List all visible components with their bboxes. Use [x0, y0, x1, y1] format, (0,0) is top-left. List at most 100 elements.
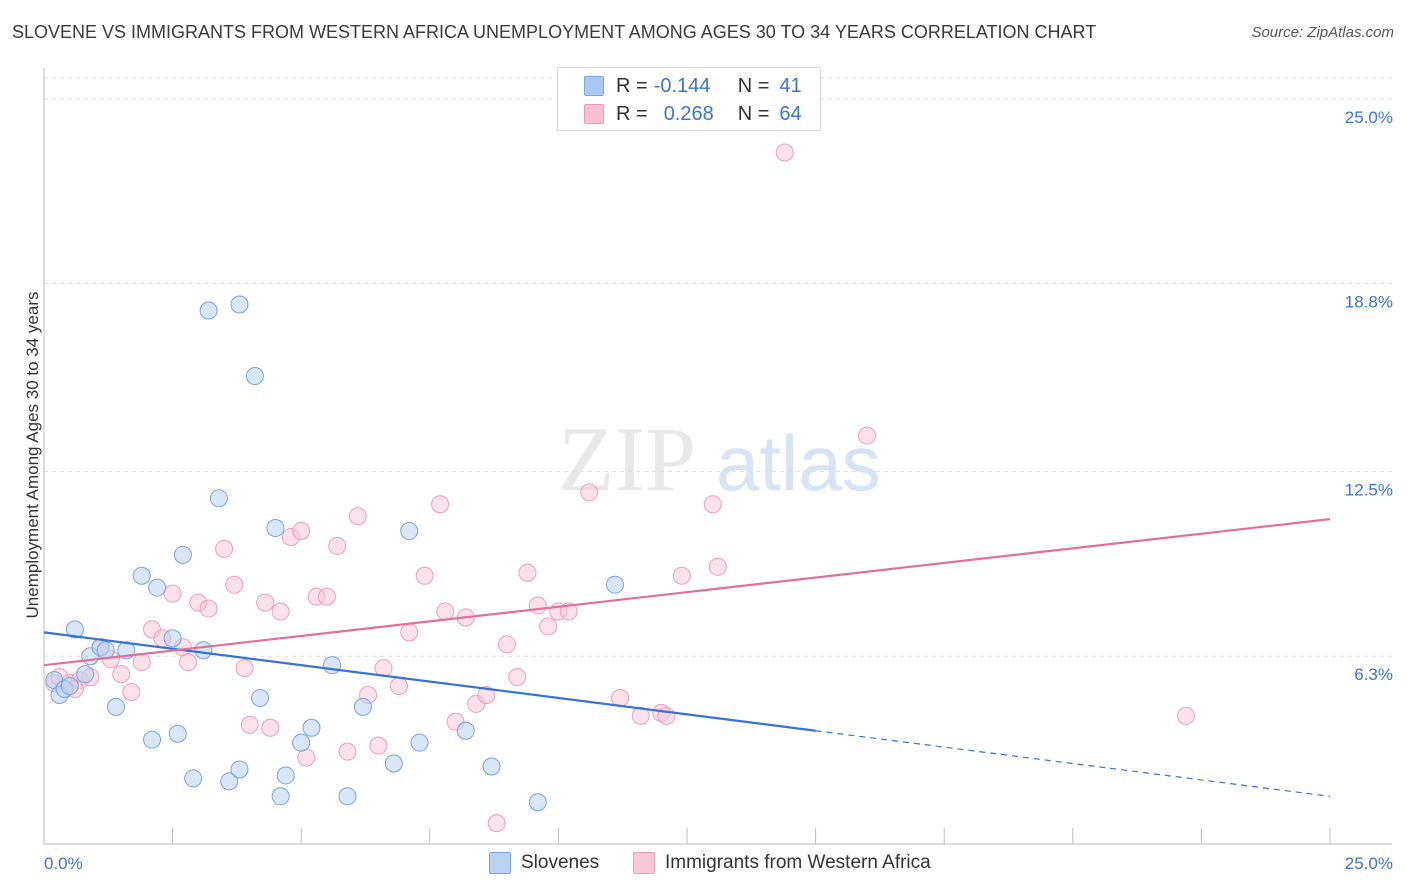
slovenes-point	[456, 721, 475, 740]
watermark-zip: ZIP	[558, 408, 696, 510]
slovenes-point	[353, 697, 372, 716]
slovenes-trend-line	[43, 631, 816, 732]
immigrants-point	[672, 566, 691, 585]
trend-lines	[43, 518, 1331, 797]
immigrants-point	[122, 682, 141, 701]
immigrants-point	[235, 659, 254, 678]
bottom-legend-label: Slovenes	[521, 852, 600, 873]
immigrants-point	[487, 814, 506, 833]
immigrants-point	[256, 593, 275, 612]
immigrants-point	[858, 426, 877, 445]
slovenes-point	[76, 665, 95, 684]
immigrants-point	[775, 143, 794, 162]
slovenes-point	[209, 489, 228, 508]
immigrants-point	[348, 507, 367, 526]
legend-r-value: -0.144	[653, 74, 711, 97]
immigrants-point	[132, 653, 151, 672]
legend-r-label: R =	[616, 102, 648, 125]
y-tick-label: 18.8%	[1345, 293, 1393, 312]
correlation-legend: R = -0.144 N = 41 R = 0.268 N = 64	[557, 67, 821, 131]
immigrants-point	[415, 566, 434, 585]
immigrants-point	[225, 575, 244, 594]
slovenes-point	[605, 575, 624, 594]
watermark: ZIP atlas	[558, 408, 881, 510]
slovenes-point	[302, 718, 321, 737]
y-axis-label: Unemployment Among Ages 30 to 34 years	[23, 292, 42, 619]
legend-n-value: 41	[779, 74, 802, 97]
immigrants-point	[240, 715, 259, 734]
slovenes-point	[148, 578, 167, 597]
immigrants-point	[389, 677, 408, 696]
x-tick-label: 0.0%	[44, 854, 83, 873]
immigrants-point	[518, 563, 537, 582]
immigrants-point	[559, 602, 578, 621]
immigrants-point	[436, 602, 455, 621]
slovenes-point	[251, 688, 270, 707]
immigrants-point	[199, 599, 218, 618]
legend-row-immigrants: R = 0.268 N = 64	[584, 101, 802, 127]
legend-r-label: R =	[616, 74, 648, 97]
immigrants-point	[112, 665, 131, 684]
slovenes-point	[60, 677, 79, 696]
slovenes-point	[400, 522, 419, 541]
slovenes-point	[143, 730, 162, 749]
immigrants-point	[539, 617, 558, 636]
slovenes-point	[168, 724, 187, 743]
watermark-atlas: atlas	[716, 419, 881, 507]
slovenes-point	[163, 629, 182, 648]
immigrants-trend-line	[43, 518, 1331, 667]
immigrants-point	[328, 536, 347, 555]
immigrants-point	[179, 653, 198, 672]
legend-n-label: N =	[737, 102, 770, 125]
source-label: Source: ZipAtlas.com	[1251, 24, 1394, 41]
slovenes-points	[45, 295, 624, 812]
slovenes-point	[528, 793, 547, 812]
bottom-legend-swatch-blue	[489, 852, 511, 874]
slovenes-point	[266, 519, 285, 538]
bottom-legend-immigrants: Immigrants from Western Africa	[633, 852, 931, 874]
slovenes-point	[384, 754, 403, 773]
x-tick-label: 25.0%	[1345, 854, 1393, 873]
immigrants-point	[703, 495, 722, 514]
slovenes-point	[271, 787, 290, 806]
slovenes-point	[65, 620, 84, 639]
immigrants-point	[163, 584, 182, 603]
immigrants-point	[317, 587, 336, 606]
y-tick-label: 12.5%	[1345, 480, 1393, 499]
slovenes-point	[292, 733, 311, 752]
slovenes-trend-extension	[815, 730, 1331, 797]
slovenes-point	[230, 760, 249, 779]
legend-n-label: N =	[737, 74, 770, 97]
immigrants-point	[400, 623, 419, 642]
slovenes-point	[410, 733, 429, 752]
immigrants-point	[431, 495, 450, 514]
immigrants-point	[215, 539, 234, 558]
immigrants-point	[580, 483, 599, 502]
slovenes-point	[276, 766, 295, 785]
legend-r-value: 0.268	[663, 102, 714, 125]
slovenes-point	[323, 656, 342, 675]
slovenes-point	[173, 545, 192, 564]
legend-n-value: 64	[779, 102, 802, 125]
slovenes-point	[96, 641, 115, 660]
slovenes-point	[245, 367, 264, 386]
slovenes-point	[199, 301, 218, 320]
slovenes-point	[338, 787, 357, 806]
slovenes-point	[184, 769, 203, 788]
legend-swatch-blue	[584, 76, 604, 96]
bottom-legend-slovenes: Slovenes	[489, 852, 599, 874]
immigrants-point	[1176, 706, 1195, 725]
immigrants-point	[261, 718, 280, 737]
immigrants-point	[528, 596, 547, 615]
immigrants-point	[708, 557, 727, 576]
y-tick-label: 6.3%	[1354, 665, 1393, 684]
immigrants-point	[497, 635, 516, 654]
axes	[43, 68, 1392, 845]
legend-swatch-pink	[584, 104, 604, 124]
immigrants-point	[508, 668, 527, 687]
immigrants-point	[369, 736, 388, 755]
y-tick-label: 25.0%	[1345, 108, 1393, 127]
immigrants-point	[271, 602, 290, 621]
immigrants-point	[338, 742, 357, 761]
